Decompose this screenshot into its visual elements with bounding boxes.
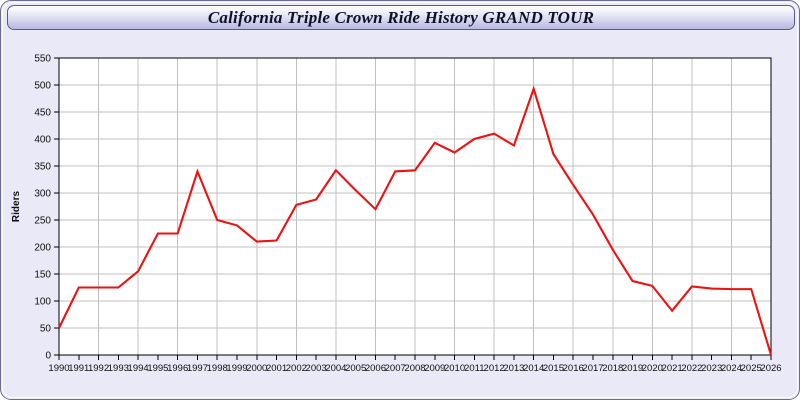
y-tick-label: 100 (34, 297, 51, 308)
x-tick-label: 2010 (444, 363, 465, 374)
x-tick-label: 2002 (286, 363, 307, 374)
x-tick-label: 2014 (523, 363, 544, 374)
x-axis-ticks (58, 355, 772, 360)
x-tick-label: 1990 (48, 363, 69, 374)
x-tick-label: 2016 (563, 363, 584, 374)
plot-area: 0 50 100 150 200 250 300 350 400 450 500 550 1990 19… (1, 33, 800, 399)
x-tick-label: 2026 (760, 363, 781, 374)
x-tick-label: 2006 (365, 363, 386, 374)
x-axis-tick-labels: 1990199119921993199419951996199719981999… (48, 363, 781, 374)
x-tick-label: 1994 (128, 363, 149, 374)
y-tick-label: 400 (34, 135, 51, 146)
x-tick-label: 2003 (306, 363, 327, 374)
x-tick-label: 2012 (484, 363, 505, 374)
x-tick-label: 2015 (543, 363, 564, 374)
x-tick-label: 2004 (325, 363, 346, 374)
x-tick-label: 2024 (721, 363, 742, 374)
x-tick-label: 1996 (167, 363, 188, 374)
x-tick-label: 2000 (246, 363, 267, 374)
x-tick-label: 2018 (602, 363, 623, 374)
y-axis-tick-labels: 0 50 100 150 200 250 300 350 400 450 500 550 (34, 54, 51, 362)
x-tick-label: 2017 (582, 363, 603, 374)
x-tick-label: 2019 (622, 363, 643, 374)
x-tick-label: 2021 (662, 363, 683, 374)
x-tick-label: 2020 (642, 363, 663, 374)
x-tick-label: 2025 (741, 363, 762, 374)
x-tick-label: 2013 (503, 363, 524, 374)
y-tick-label: 500 (34, 81, 51, 92)
y-tick-label: 250 (34, 216, 51, 227)
vertical-gridlines (98, 58, 772, 355)
x-tick-label: 1993 (108, 363, 129, 374)
y-tick-label: 0 (45, 351, 51, 362)
x-tick-label: 1991 (68, 363, 89, 374)
y-tick-label: 550 (34, 54, 51, 65)
y-tick-label: 300 (34, 189, 51, 200)
riders-line-series (58, 85, 773, 356)
x-tick-label: 1998 (207, 363, 228, 374)
y-tick-label: 200 (34, 243, 51, 254)
x-tick-label: 1999 (226, 363, 247, 374)
x-tick-label: 2005 (345, 363, 366, 374)
y-axis-ticks (54, 57, 59, 356)
axis-lines (58, 57, 772, 356)
x-tick-label: 1995 (147, 363, 168, 374)
x-tick-label: 2023 (701, 363, 722, 374)
x-tick-label: 2008 (404, 363, 425, 374)
x-tick-label: 2022 (681, 363, 702, 374)
y-axis-title: Riders (11, 191, 22, 223)
x-tick-label: 2001 (266, 363, 287, 374)
x-tick-label: 2007 (385, 363, 406, 374)
x-tick-label: 2011 (464, 363, 484, 374)
y-tick-label: 150 (34, 270, 51, 281)
chart-title-bar: California Triple Crown Ride History GRA… (7, 5, 795, 30)
x-tick-label: 1997 (187, 363, 208, 374)
y-tick-label: 50 (40, 324, 52, 335)
y-tick-label: 350 (34, 162, 51, 173)
y-tick-label: 450 (34, 108, 51, 119)
x-tick-label: 2009 (424, 363, 445, 374)
x-tick-label: 1992 (88, 363, 109, 374)
page-title: California Triple Crown Ride History GRA… (207, 8, 595, 27)
